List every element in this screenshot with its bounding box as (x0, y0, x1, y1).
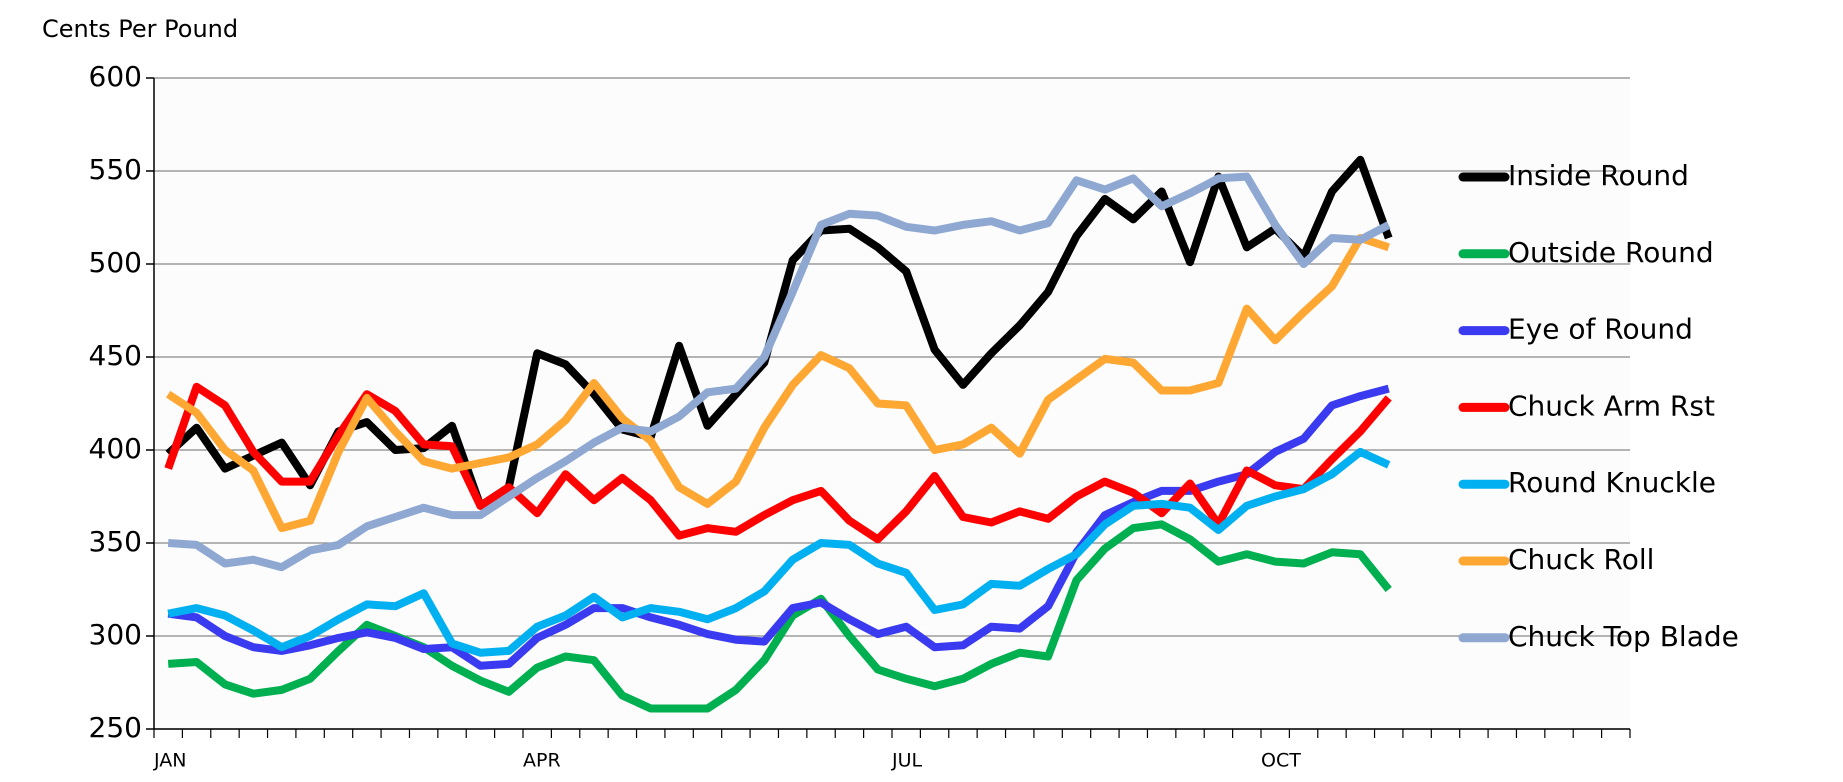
y-axis-label: Cents Per Pound (42, 15, 238, 43)
legend-label: Round Knuckle (1508, 466, 1716, 499)
x-tick-label: OCT (1261, 750, 1301, 772)
y-tick-label: 600 (89, 60, 142, 93)
legend-label: Inside Round (1508, 159, 1689, 192)
series-line (167, 520, 1392, 713)
series-line (167, 447, 1391, 657)
y-tick-label: 550 (89, 153, 142, 186)
legend-label: Chuck Roll (1508, 543, 1654, 576)
series-line (165, 155, 1393, 510)
y-tick-label: 400 (89, 432, 142, 465)
x-tick-label: JUL (891, 750, 923, 772)
legend-label: Chuck Top Blade (1508, 620, 1739, 653)
legend-label: Eye of Round (1508, 313, 1693, 346)
y-tick-label: 300 (89, 618, 142, 651)
x-tick-label: APR (523, 750, 561, 772)
y-tick-label: 450 (89, 339, 142, 372)
series-line (164, 382, 1392, 544)
legend-label: Outside Round (1508, 236, 1714, 269)
y-tick-label: 250 (89, 711, 142, 744)
y-tick-label: 500 (89, 246, 142, 279)
x-tick-label: JAN (153, 750, 186, 772)
series-line (166, 234, 1390, 533)
y-tick-label: 350 (89, 525, 142, 558)
legend-label: Chuck Arm Rst (1508, 389, 1715, 422)
series-line (167, 172, 1391, 572)
